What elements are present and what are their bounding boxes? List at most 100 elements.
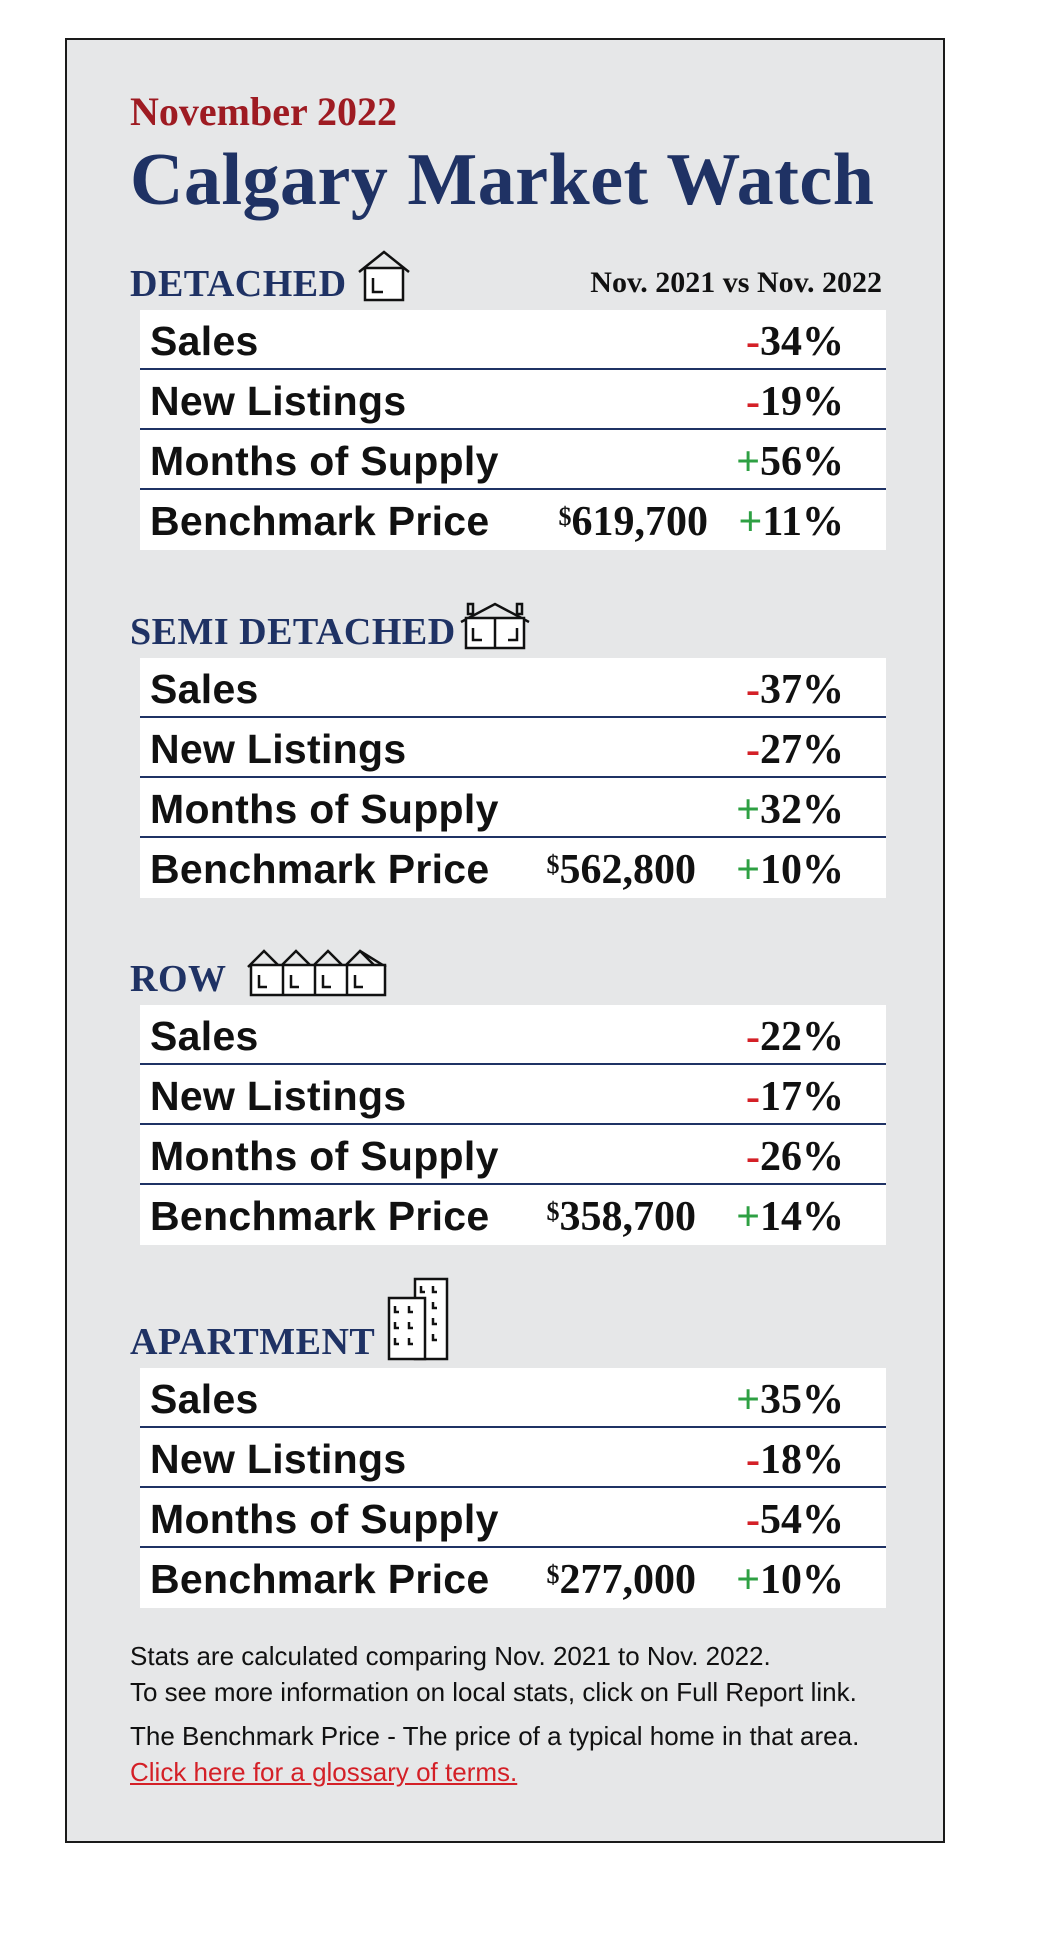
percent-change: -17%: [746, 1073, 844, 1121]
metric-label: Months of Supply: [150, 1133, 499, 1179]
market-watch-card: November 2022 Calgary Market Watch DETAC…: [65, 38, 945, 1843]
house-icon: [358, 250, 410, 302]
table-row: New Listings -17%: [140, 1065, 886, 1125]
row-houses-icon: [247, 949, 387, 997]
change-value: 35%: [760, 1377, 844, 1423]
percent-change: +10%: [736, 846, 844, 894]
change-value: 14%: [760, 1194, 844, 1240]
table-row: New Listings -19%: [140, 370, 886, 430]
stats-table: Sales -34% New Listings -19% Months of S…: [140, 310, 886, 550]
change-sign: -: [746, 1074, 760, 1120]
currency-symbol: $: [546, 1560, 560, 1589]
change-sign: -: [746, 1014, 760, 1060]
price-value: 619,700: [571, 499, 709, 545]
price-value: 358,700: [559, 1194, 697, 1240]
metric-label: Sales: [150, 666, 259, 712]
metric-label: Benchmark Price: [150, 498, 490, 544]
change-sign: -: [746, 1437, 760, 1483]
table-row: New Listings -18%: [140, 1428, 886, 1488]
footnotes: Stats are calculated comparing Nov. 2021…: [130, 1638, 859, 1790]
table-row: Benchmark Price $562,800 +10%: [140, 838, 886, 898]
change-value: 18%: [760, 1437, 844, 1483]
change-value: 27%: [760, 727, 844, 773]
benchmark-price: $562,800: [547, 846, 697, 894]
percent-change: -54%: [746, 1496, 844, 1544]
change-value: 34%: [760, 319, 844, 365]
stats-table: Sales -37% New Listings -27% Months of S…: [140, 658, 886, 898]
table-row: Benchmark Price $277,000 +10%: [140, 1548, 886, 1608]
metric-label: Months of Supply: [150, 786, 499, 832]
metric-label: Sales: [150, 1376, 259, 1422]
metric-label: Months of Supply: [150, 1496, 499, 1542]
percent-change: +35%: [736, 1376, 844, 1424]
glossary-link[interactable]: Click here for a glossary of terms.: [130, 1757, 518, 1787]
benchmark-price: $358,700: [547, 1193, 697, 1241]
change-value: 26%: [760, 1134, 844, 1180]
change-sign: +: [736, 1557, 760, 1603]
section-label: ROW: [130, 958, 227, 1000]
section-label: APARTMENT: [130, 1321, 376, 1363]
price-value: 562,800: [559, 847, 697, 893]
metric-label: Benchmark Price: [150, 846, 490, 892]
table-row: Benchmark Price $358,700 +14%: [140, 1185, 886, 1245]
change-sign: +: [736, 1377, 760, 1423]
metric-label: New Listings: [150, 1436, 407, 1482]
metric-label: New Listings: [150, 378, 407, 424]
note-line: To see more information on local stats, …: [130, 1677, 857, 1707]
percent-change: +32%: [736, 786, 844, 834]
change-sign: -: [746, 667, 760, 713]
change-sign: +: [736, 1194, 760, 1240]
table-row: Months of Supply +32%: [140, 778, 886, 838]
semi-detached-house-icon: [460, 602, 530, 650]
change-value: 37%: [760, 667, 844, 713]
change-sign: -: [746, 319, 760, 365]
percent-change: -34%: [746, 318, 844, 366]
table-row: Sales -22%: [140, 1005, 886, 1065]
section-semi-detached: SEMI DETACHED Sales -37% New Listing: [130, 598, 886, 898]
note-line: The Benchmark Price - The price of a typ…: [130, 1721, 860, 1751]
percent-change: -37%: [746, 666, 844, 714]
change-value: 56%: [760, 439, 844, 485]
percent-change: -26%: [746, 1133, 844, 1181]
change-value: 32%: [760, 787, 844, 833]
change-value: 22%: [760, 1014, 844, 1060]
table-row: Sales -34%: [140, 310, 886, 370]
percent-change: +11%: [738, 498, 844, 546]
apartment-building-icon: [387, 1277, 449, 1361]
change-sign: +: [736, 439, 760, 485]
stats-table: Sales -22% New Listings -17% Months of S…: [140, 1005, 886, 1245]
change-sign: +: [736, 847, 760, 893]
section-detached: DETACHED Nov. 2021 vs Nov. 2022 Sales -3…: [130, 250, 886, 550]
section-label: DETACHED: [130, 263, 347, 305]
table-row: Sales +35%: [140, 1368, 886, 1428]
change-sign: +: [738, 499, 763, 545]
metric-label: New Listings: [150, 726, 407, 772]
metric-label: Months of Supply: [150, 438, 499, 484]
percent-change: +10%: [736, 1556, 844, 1604]
metric-label: Sales: [150, 318, 259, 364]
price-value: 277,000: [559, 1557, 697, 1603]
comparison-period: Nov. 2021 vs Nov. 2022: [590, 266, 882, 299]
metric-label: Benchmark Price: [150, 1193, 490, 1239]
percent-change: +14%: [736, 1193, 844, 1241]
percent-change: -19%: [746, 378, 844, 426]
percent-change: -22%: [746, 1013, 844, 1061]
change-value: 17%: [760, 1074, 844, 1120]
change-value: 19%: [760, 379, 844, 425]
percent-change: +56%: [736, 438, 844, 486]
stats-table: Sales +35% New Listings -18% Months of S…: [140, 1368, 886, 1608]
percent-change: -27%: [746, 726, 844, 774]
section-label: SEMI DETACHED: [130, 611, 456, 653]
report-month: November 2022: [130, 89, 397, 134]
currency-symbol: $: [558, 502, 572, 531]
note-line: Stats are calculated comparing Nov. 2021…: [130, 1641, 771, 1671]
table-row: Months of Supply -26%: [140, 1125, 886, 1185]
change-value: 10%: [760, 1557, 844, 1603]
currency-symbol: $: [546, 850, 560, 879]
change-sign: -: [746, 379, 760, 425]
percent-change: -18%: [746, 1436, 844, 1484]
benchmark-price: $277,000: [547, 1556, 697, 1604]
table-row: Months of Supply -54%: [140, 1488, 886, 1548]
section-apartment: APARTMENT: [130, 1277, 886, 1608]
table-row: Months of Supply +56%: [140, 430, 886, 490]
